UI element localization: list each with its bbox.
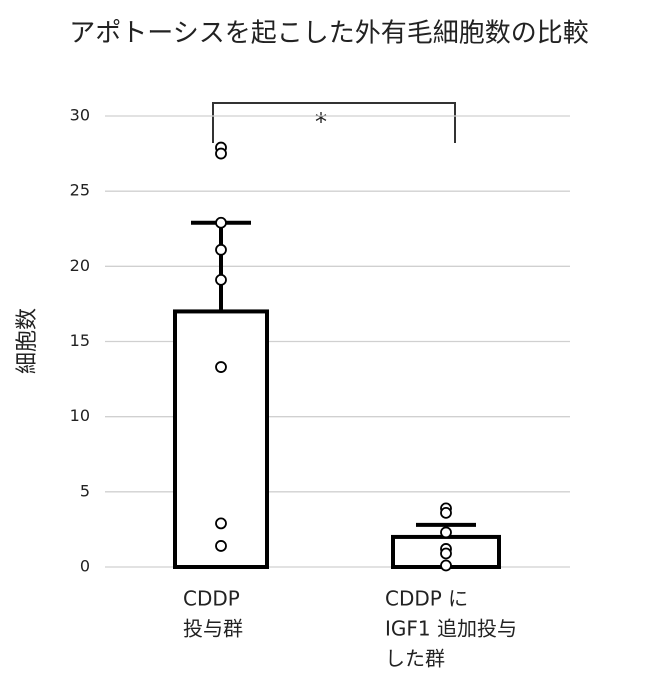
- y-axis-label: 細胞数: [15, 308, 40, 374]
- data-point: [215, 517, 227, 530]
- y-tick-label: 25: [70, 181, 90, 200]
- x-tick-label: した群: [385, 647, 445, 671]
- y-tick-label: 5: [80, 481, 90, 500]
- data-point: [215, 216, 227, 229]
- y-tick-label: 10: [70, 406, 90, 425]
- data-point: [440, 526, 452, 539]
- data-point: [440, 559, 452, 572]
- significance-bracket: [212, 102, 456, 143]
- significance-mark: *: [315, 108, 327, 136]
- data-point: [440, 547, 452, 560]
- data-point: [215, 361, 227, 373]
- data-point: [215, 273, 227, 286]
- data-point: [215, 540, 227, 552]
- x-tick-label: CDDP: [183, 587, 240, 611]
- data-point: [215, 147, 227, 160]
- error-bar: [191, 220, 251, 312]
- data-point: [440, 506, 452, 519]
- data-point: [215, 243, 227, 256]
- x-tick-label: 投与群: [183, 617, 243, 641]
- y-tick-label: 0: [80, 557, 90, 576]
- y-tick-label: 15: [70, 331, 90, 350]
- x-tick-label: IGF1 追加投与: [385, 617, 517, 641]
- y-tick-label: 30: [70, 106, 90, 125]
- x-tick-label: CDDP に: [385, 587, 468, 611]
- chart-title: アポトーシスを起こした外有毛細胞数の比較: [69, 19, 588, 49]
- y-tick-label: 20: [70, 256, 90, 275]
